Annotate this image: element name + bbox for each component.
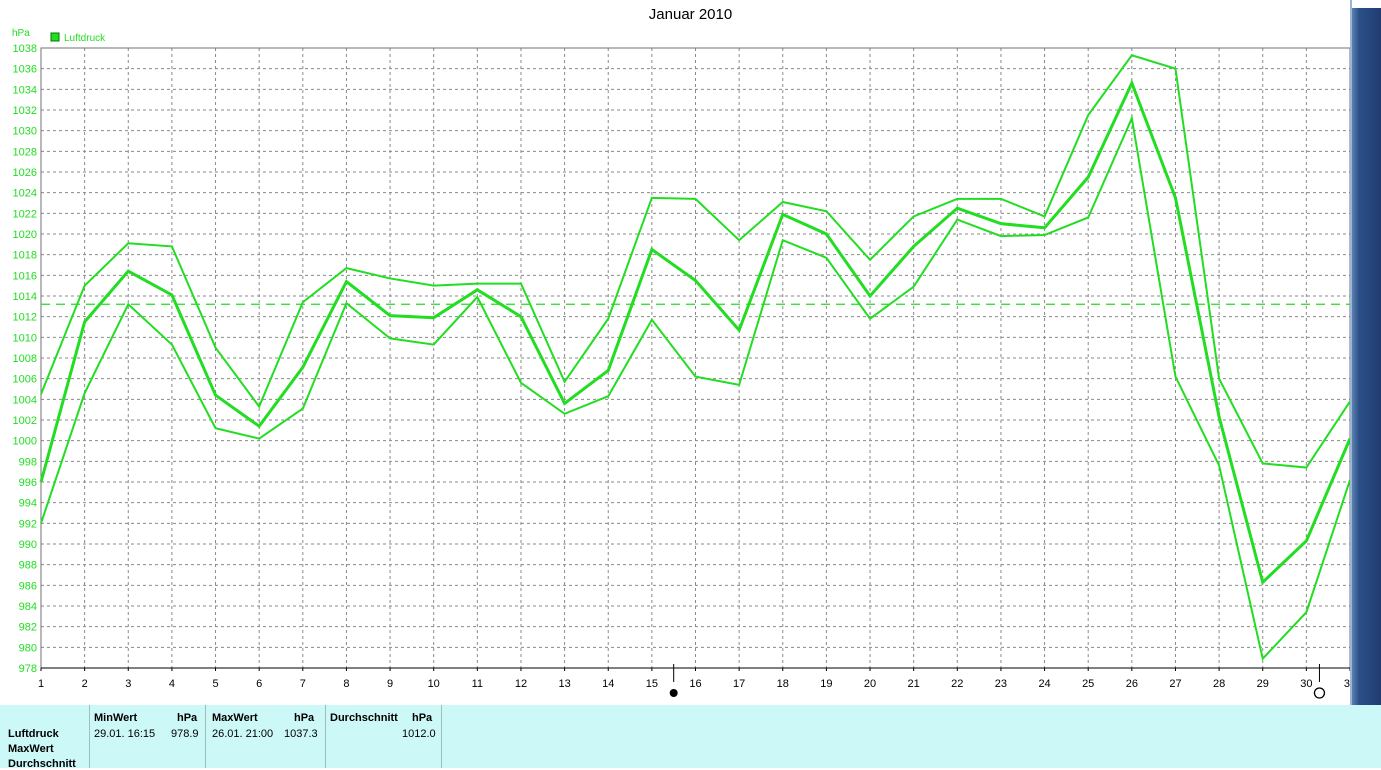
- x-tick-label: 8: [343, 678, 349, 690]
- max-unit: hPa: [294, 712, 315, 724]
- x-tick-label: 28: [1213, 678, 1225, 690]
- x-tick-label: 13: [558, 678, 570, 690]
- y-tick-label: 978: [19, 663, 37, 675]
- max-datetime: 26.01. 21:00: [212, 728, 274, 740]
- x-tick-label: 29: [1257, 678, 1269, 690]
- x-tick-label: 11: [472, 678, 483, 690]
- y-tick-label: 1034: [13, 84, 37, 96]
- x-tick-label: 9: [387, 678, 393, 690]
- legend-swatch: [50, 32, 60, 42]
- y-tick-label: 1022: [13, 208, 37, 220]
- y-tick-label: 994: [19, 498, 37, 510]
- min-datetime: 29.01. 16:15: [94, 728, 156, 740]
- x-tick-label: 7: [300, 678, 306, 690]
- series-line-max: [40, 54, 1351, 469]
- min-value: 978.9: [171, 728, 199, 740]
- legend-label: Luftdruck: [64, 33, 106, 44]
- y-tick-label: 1016: [13, 270, 37, 282]
- y-tick-label: 1028: [13, 146, 37, 158]
- x-tick-label: 6: [256, 678, 262, 690]
- y-tick-label: 992: [19, 518, 37, 530]
- x-tick-label: 15: [646, 678, 658, 690]
- y-tick-label: 1020: [13, 229, 37, 241]
- x-tick-label: 25: [1082, 678, 1094, 690]
- series-line-avg: [39, 79, 1352, 586]
- y-tick-label: 1008: [13, 353, 37, 365]
- stats-panel: Luftdruck MaxWert Durchschnitt MinWert h…: [0, 705, 1381, 770]
- x-tick-label: 4: [169, 678, 175, 690]
- x-tick-label: 20: [864, 678, 876, 690]
- y-tick-label: 990: [19, 539, 37, 551]
- x-tick-label: 18: [777, 678, 789, 690]
- y-tick-label: 1010: [13, 332, 37, 344]
- new-moon-marker: [669, 689, 678, 697]
- x-tick-label: 17: [733, 678, 745, 690]
- x-tick-label: 21: [908, 678, 920, 690]
- y-tick-label: 1038: [13, 43, 37, 55]
- max-header: MaxWert: [212, 712, 258, 724]
- x-tick-label: 1: [38, 678, 44, 690]
- window-frame-edge: [1350, 0, 1381, 705]
- x-tick-label: 16: [689, 678, 701, 690]
- stats-row-label: Luftdruck: [8, 728, 59, 740]
- y-tick-label: 986: [19, 580, 37, 592]
- x-tick-label: 26: [1126, 678, 1138, 690]
- x-tick-label: 14: [602, 678, 614, 690]
- y-tick-label: 1014: [13, 291, 37, 303]
- full-moon-marker: [1313, 687, 1326, 699]
- x-tick-label: 2: [82, 678, 88, 690]
- series-line-min: [40, 114, 1351, 661]
- x-tick-label: 27: [1169, 678, 1181, 690]
- x-tick-label: 10: [428, 678, 440, 690]
- x-tick-label: 23: [995, 678, 1007, 690]
- stats-row-label: MaxWert: [8, 743, 54, 755]
- x-tick-label: 22: [951, 678, 963, 690]
- y-tick-label: 1000: [13, 436, 37, 448]
- y-axis-unit-label: hPa: [12, 28, 30, 39]
- x-tick-label: 24: [1038, 678, 1050, 690]
- y-tick-label: 1036: [13, 64, 37, 76]
- y-tick-label: 1018: [13, 250, 37, 262]
- y-tick-label: 980: [19, 642, 37, 654]
- y-tick-label: 982: [19, 622, 37, 634]
- x-tick-label: 12: [515, 678, 527, 690]
- x-tick-label: 30: [1300, 678, 1312, 690]
- max-value: 1037.3: [284, 728, 318, 740]
- stats-row-label: Durchschnitt: [8, 758, 76, 770]
- y-tick-label: 988: [19, 560, 37, 572]
- y-tick-label: 1024: [13, 188, 37, 200]
- x-tick-label: 19: [820, 678, 832, 690]
- y-tick-label: 1012: [13, 312, 37, 324]
- y-tick-label: 996: [19, 477, 37, 489]
- y-tick-label: 1002: [13, 415, 37, 427]
- y-tick-label: 984: [19, 601, 37, 613]
- y-tick-label: 1030: [13, 126, 37, 138]
- y-tick-label: 998: [19, 456, 37, 468]
- min-unit: hPa: [177, 712, 198, 724]
- pressure-chart: 9789809829849869889909929949969981000100…: [12, 28, 1356, 699]
- y-tick-label: 1032: [13, 105, 37, 117]
- y-tick-label: 1006: [13, 374, 37, 386]
- min-header: MinWert: [94, 712, 138, 724]
- avg-header: Durchschnitt: [330, 712, 398, 724]
- avg-unit: hPa: [412, 712, 433, 724]
- y-tick-label: 1004: [13, 394, 37, 406]
- x-tick-label: 3: [125, 678, 131, 690]
- avg-value: 1012.0: [402, 728, 436, 740]
- chart-title: Januar 2010: [648, 6, 733, 23]
- x-tick-label: 5: [212, 678, 218, 690]
- y-tick-label: 1026: [13, 167, 37, 179]
